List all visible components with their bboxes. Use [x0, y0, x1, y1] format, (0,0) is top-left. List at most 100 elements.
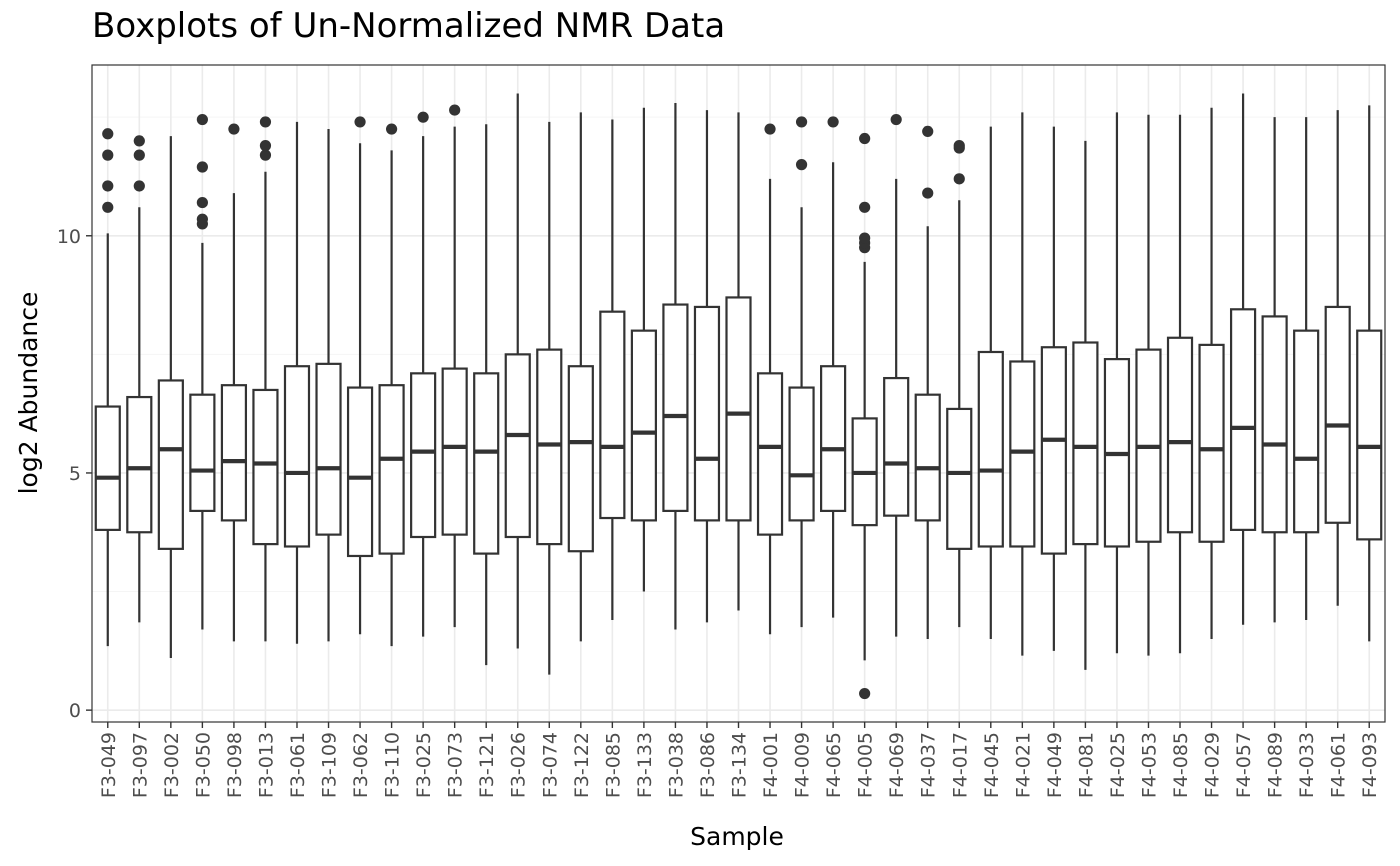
outlier-point: [859, 132, 871, 145]
box-F3-098: [220, 123, 248, 642]
outlier-point: [196, 213, 208, 225]
box-F3-133: [630, 107, 657, 592]
x-tick-label: F4-049: [1044, 732, 1066, 798]
x-tick-label: F4-065: [823, 732, 845, 798]
box-F4-061: [1324, 110, 1351, 606]
box-F4-033: [1293, 117, 1320, 621]
x-tick-label: F4-057: [1233, 732, 1255, 798]
x-tick-label: F4-017: [949, 732, 971, 798]
outlier-point: [102, 149, 114, 161]
outlier-point: [417, 111, 429, 123]
box-F3-002: [157, 136, 184, 658]
x-tick-label: F4-025: [1107, 732, 1129, 798]
box-F4-065: [820, 116, 847, 618]
x-tick-label: F3-073: [445, 732, 467, 798]
x-tick-label: F4-021: [1012, 732, 1034, 798]
box-F3-062: [346, 116, 374, 635]
box-F3-122: [567, 112, 594, 642]
outlier-point: [449, 104, 461, 116]
box-iqr: [536, 348, 563, 546]
box-iqr: [504, 353, 531, 539]
box-F3-013: [252, 116, 279, 642]
outlier-point: [795, 159, 808, 171]
y-tick-label: 10: [57, 226, 81, 248]
outlier-point: [259, 116, 272, 128]
outlier-point: [102, 180, 114, 192]
outlier-point: [922, 187, 934, 199]
box-F3-085: [599, 119, 626, 621]
x-tick-label: F4-069: [886, 732, 908, 798]
x-tick-label: F3-085: [602, 732, 624, 798]
x-tick-label: F3-002: [161, 732, 183, 798]
box-iqr: [693, 305, 721, 522]
box-F4-029: [1198, 107, 1225, 639]
box-F3-110: [378, 123, 405, 647]
outlier-point: [259, 149, 272, 161]
box-iqr: [599, 310, 626, 520]
box-iqr: [1198, 343, 1225, 543]
outlier-point: [953, 173, 965, 185]
x-tick-label: F4-029: [1202, 732, 1224, 798]
y-tick-label: 0: [69, 700, 81, 722]
chart-title: Boxplots of Un-Normalized NMR Data: [92, 6, 726, 46]
outlier-point: [859, 687, 871, 700]
box-iqr: [1261, 315, 1288, 534]
outlier-point: [922, 125, 934, 138]
x-tick-label: F4-093: [1359, 732, 1381, 798]
box-iqr: [883, 376, 910, 517]
box-iqr: [630, 329, 657, 522]
x-tick-label: F4-053: [1138, 732, 1160, 798]
x-tick-label: F4-081: [1075, 732, 1097, 798]
box-iqr: [252, 388, 279, 546]
box-iqr: [1072, 341, 1099, 546]
box-F3-109: [315, 129, 342, 642]
x-tick-label: F3-097: [129, 732, 151, 798]
box-F3-025: [410, 111, 437, 637]
box-iqr: [1009, 360, 1036, 548]
x-tick-label: F4-009: [792, 732, 814, 798]
outlier-point: [385, 123, 398, 135]
box-F3-134: [725, 112, 752, 611]
box-F4-021: [1009, 112, 1036, 656]
box-F3-074: [536, 121, 563, 675]
box-iqr: [788, 386, 815, 522]
x-tick-label: F4-085: [1170, 732, 1192, 798]
x-tick-label: F3-133: [634, 732, 656, 798]
box-F3-073: [441, 104, 468, 628]
box-F4-045: [977, 126, 1004, 639]
box-iqr: [410, 372, 437, 539]
outlier-point: [196, 161, 208, 173]
box-F4-069: [883, 113, 910, 637]
outlier-point: [764, 123, 776, 135]
x-axis-title: Sample: [690, 822, 784, 851]
x-tick-label: F3-134: [729, 732, 751, 798]
box-F3-049: [94, 128, 121, 647]
box-iqr: [441, 367, 468, 536]
box-iqr: [977, 350, 1004, 548]
outlier-point: [102, 201, 114, 213]
box-iqr: [315, 362, 342, 536]
x-tick-label: F3-013: [255, 732, 277, 798]
x-tick-label: F3-026: [508, 732, 530, 798]
box-iqr: [756, 372, 784, 536]
x-tick-label: F4-005: [855, 732, 877, 798]
outlier-point: [228, 123, 240, 135]
box-F3-097: [126, 135, 153, 623]
x-tick-label: F4-089: [1265, 732, 1287, 798]
outlier-point: [102, 128, 114, 140]
outlier-point: [859, 201, 871, 213]
box-iqr: [1229, 308, 1257, 531]
outlier-point: [196, 196, 208, 209]
x-tick-label: F3-049: [98, 732, 120, 798]
box-iqr: [473, 372, 500, 555]
x-tick-label: F3-062: [350, 732, 372, 798]
x-tick-label: F4-037: [918, 732, 940, 798]
box-iqr: [1324, 305, 1351, 524]
y-axis-title: log2 Abundance: [14, 292, 43, 495]
box-F4-017: [946, 140, 973, 628]
outlier-point: [827, 116, 839, 128]
box-F4-053: [1135, 114, 1162, 656]
outlier-point: [890, 113, 902, 126]
box-iqr: [725, 296, 752, 522]
box-iqr: [662, 303, 689, 513]
